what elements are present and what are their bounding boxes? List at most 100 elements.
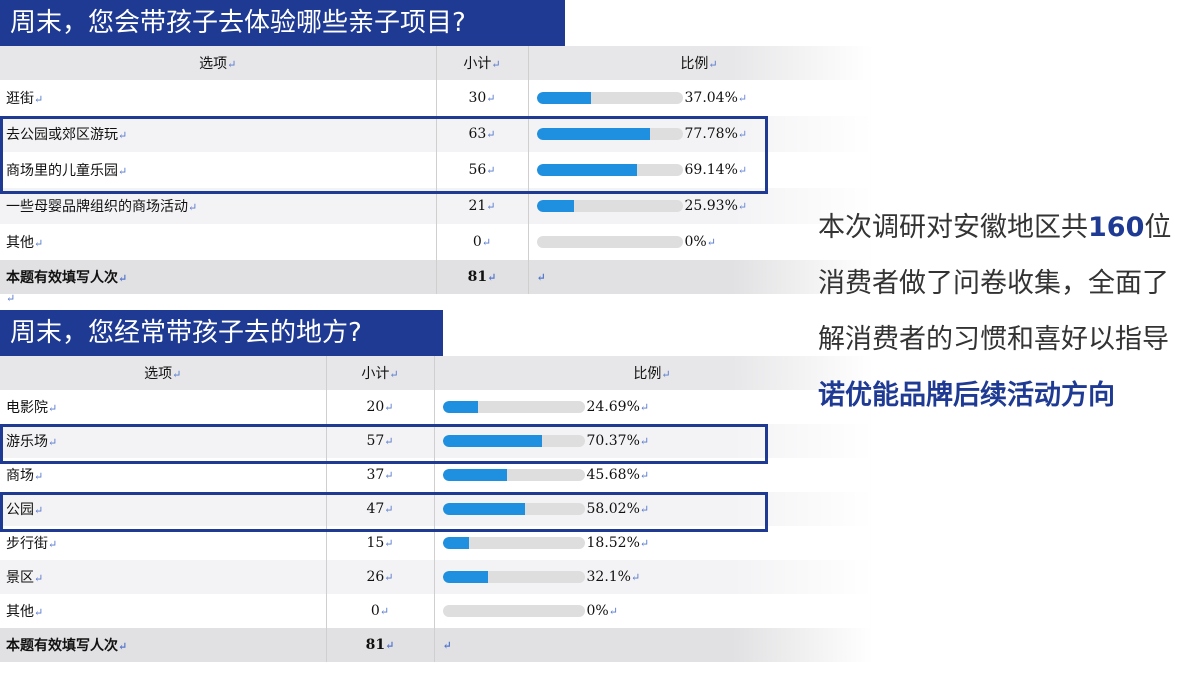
return-mark: ↵	[639, 401, 650, 414]
progress-bar	[442, 503, 585, 515]
total-count: 81	[365, 637, 386, 653]
total-row: 本题有效填写人次↵ 81↵ ↵	[0, 260, 871, 294]
progress-bar-fill	[442, 469, 508, 481]
ratio-cell: 0%↵	[434, 594, 871, 628]
percent-value: 70.37%	[586, 433, 640, 449]
table-row: 步行街↵ 15↵ 18.52%↵	[0, 526, 871, 560]
table-row: 公园↵ 47↵ 58.02%↵	[0, 492, 871, 526]
option-cell: 电影院↵	[0, 390, 327, 424]
progress-bar-fill	[442, 435, 543, 447]
ratio-cell: 32.1%↵	[434, 560, 871, 594]
progress-bar-fill	[442, 571, 489, 583]
header-option-label: 选项	[144, 366, 173, 382]
total-count-cell: 81↵	[436, 260, 529, 294]
header-ratio-label: 比例	[633, 366, 662, 382]
summary-text: 本次调研对安徽地区共160位消费者做了问卷收集，全面了解消费者的习惯和喜好以指导…	[818, 200, 1188, 424]
total-label: 本题有效填写人次	[6, 270, 118, 286]
percent-value: 69.14%	[684, 162, 738, 178]
header-ratio: 比例↵	[528, 46, 871, 80]
return-mark: ↵	[737, 200, 748, 213]
return-mark: ↵	[639, 537, 650, 550]
count-value: 21	[468, 198, 487, 214]
count-value: 56	[468, 162, 487, 178]
total-row: 本题有效填写人次↵ 81↵ ↵	[0, 628, 871, 662]
option-label: 游乐场	[6, 434, 48, 450]
option-label: 逛街	[6, 91, 34, 107]
option-label: 商场里的儿童乐园	[6, 163, 118, 179]
option-label: 其他	[6, 604, 34, 620]
return-mark: ↵	[384, 401, 394, 414]
option-cell: 商场↵	[0, 458, 327, 492]
return-mark: ↵	[536, 271, 546, 284]
table-header-row: 选项↵ 小计↵ 比例↵	[0, 356, 871, 390]
return-mark: ↵	[486, 92, 496, 105]
progress-bar	[442, 435, 585, 447]
summary-highlight: 诺优能品牌后续活动方向	[818, 380, 1115, 411]
header-count-label: 小计	[463, 56, 492, 72]
return-mark: ↵	[188, 201, 198, 214]
ratio-cell: 69.14%↵	[528, 152, 871, 188]
return-mark: ↵	[118, 129, 128, 142]
progress-bar-fill	[536, 200, 575, 212]
count-value: 0	[472, 234, 482, 250]
total-label-cell: 本题有效填写人次↵	[0, 628, 327, 662]
count-value: 20	[366, 399, 385, 415]
summary-number: 160	[1088, 212, 1145, 243]
return-mark: ↵	[737, 128, 748, 141]
header-ratio-label: 比例	[680, 56, 709, 72]
summary-part2: 位消费者做了问卷收集，全面了解消费者的习惯和喜好以指导	[818, 212, 1172, 355]
header-count-label: 小计	[361, 366, 390, 382]
return-mark: ↵	[34, 470, 44, 483]
return-mark: ↵	[172, 368, 182, 381]
header-option: 选项↵	[0, 356, 327, 390]
percent-value: 32.1%	[586, 569, 631, 585]
return-mark: ↵	[486, 200, 496, 213]
progress-bar-fill	[442, 503, 525, 515]
ratio-cell: 37.04%↵	[528, 80, 871, 116]
count-value: 47	[366, 501, 385, 517]
option-cell: 逛街↵	[0, 80, 437, 116]
return-mark: ↵	[491, 58, 501, 71]
return-mark: ↵	[384, 435, 394, 448]
count-cell: 56↵	[436, 152, 529, 188]
ratio-cell: 18.52%↵	[434, 526, 871, 560]
return-mark: ↵	[486, 164, 496, 177]
count-cell: 20↵	[326, 390, 435, 424]
return-mark: ↵	[639, 435, 650, 448]
option-label: 公园	[6, 502, 34, 518]
ratio-cell: 24.69%↵	[434, 390, 871, 424]
percent-value: 0%	[684, 234, 707, 250]
option-label: 商场	[6, 468, 34, 484]
progress-bar	[536, 164, 683, 176]
return-mark: ↵	[379, 605, 390, 618]
count-cell: 15↵	[326, 526, 435, 560]
ratio-cell: 70.37%↵	[434, 424, 871, 458]
option-label: 一些母婴品牌组织的商场活动	[6, 199, 188, 215]
percent-value: 77.78%	[684, 126, 738, 142]
progress-bar-fill	[442, 401, 478, 413]
return-mark: ↵	[661, 368, 671, 381]
return-mark: ↵	[384, 503, 394, 516]
option-label: 电影院	[6, 400, 48, 416]
option-label: 去公园或郊区游玩	[6, 127, 118, 143]
return-mark: ↵	[608, 605, 618, 618]
option-cell: 公园↵	[0, 492, 327, 526]
return-mark: ↵	[639, 503, 650, 516]
return-mark: ↵	[442, 639, 452, 652]
survey1-table: 选项↵ 小计↵ 比例↵ 逛街↵ 30↵ 37.04%↵ 去公园或郊区游玩↵ 63↵ 77.78%…	[0, 46, 871, 294]
table-row: 逛街↵ 30↵ 37.04%↵	[0, 80, 871, 116]
table-row: 其他↵ 0↵ 0%↵	[0, 224, 871, 260]
table-row: 电影院↵ 20↵ 24.69%↵	[0, 390, 871, 424]
progress-bar	[536, 92, 683, 104]
return-mark: ↵	[384, 469, 394, 482]
percent-value: 24.69%	[586, 399, 640, 415]
ratio-cell: 77.78%↵	[528, 116, 871, 152]
return-mark: ↵	[639, 469, 650, 482]
header-count: 小计↵	[436, 46, 529, 80]
return-mark: ↵	[384, 571, 394, 584]
progress-bar	[536, 128, 683, 140]
progress-bar-fill	[442, 537, 469, 549]
return-mark: ↵	[385, 639, 395, 652]
total-label-cell: 本题有效填写人次↵	[0, 260, 437, 294]
total-ratio-cell: ↵	[434, 628, 871, 662]
